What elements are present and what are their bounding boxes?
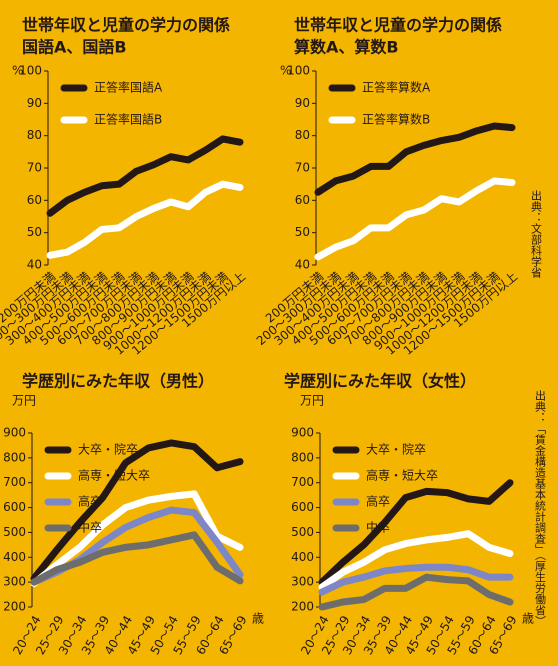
legend-label: 高専・短大卒	[78, 468, 150, 483]
series-line	[318, 573, 514, 611]
y-tick-label: 600	[291, 500, 314, 514]
y-tick-label: 500	[291, 525, 314, 539]
y-tick-label: 50	[27, 225, 42, 239]
legend-label: 大卒・院卒	[78, 443, 138, 457]
y-unit: %	[280, 64, 291, 78]
series-line	[314, 122, 516, 196]
y-tick-label: 900	[291, 426, 314, 440]
chart-title: 学歴別にみた年収（男性）	[22, 372, 214, 391]
series-line	[30, 490, 244, 587]
y-tick-label: 700	[291, 475, 314, 489]
series-line	[46, 135, 244, 217]
series-line	[30, 439, 244, 582]
y-tick-label: 800	[291, 450, 314, 464]
y-tick-label: 100	[287, 64, 310, 78]
series-line	[318, 479, 514, 586]
legend-label: 高専・短大卒	[366, 468, 438, 483]
y-tick-label: 90	[27, 96, 42, 110]
y-tick-label: 100	[19, 64, 42, 78]
y-tick-label: 40	[27, 258, 42, 272]
y-tick-label: 80	[295, 128, 310, 142]
y-tick-label: 200	[291, 600, 314, 614]
y-tick-label: 80	[27, 128, 42, 142]
legend-label: 高卒	[78, 494, 102, 509]
y-tick-label: 70	[295, 161, 310, 175]
y-tick-label: 60	[27, 193, 42, 207]
y-tick-label: 50	[295, 225, 310, 239]
y-tick-label: 500	[3, 525, 26, 539]
y-tick-label: 600	[3, 500, 26, 514]
legend-label: 正答率算数A	[362, 80, 431, 95]
y-tick-label: 400	[3, 550, 26, 564]
y-tick-label: 300	[3, 575, 26, 589]
chart-title: 世帯年収と児童の学力の関係	[22, 16, 230, 35]
x-unit: 歳	[252, 612, 264, 626]
series-line	[314, 177, 516, 261]
legend-label: 高卒	[366, 494, 390, 509]
y-tick-label: 40	[295, 258, 310, 272]
y-tick-label: 300	[291, 575, 314, 589]
chart-subtitle: 算数A、算数B	[294, 38, 399, 57]
y-unit: 万円	[300, 394, 324, 408]
y-tick-label: 200	[3, 600, 26, 614]
y-tick-label: 70	[27, 161, 42, 175]
series-line	[46, 180, 244, 259]
source-note: 出典：文部科学省	[530, 189, 543, 279]
chart-subtitle: 国語A、国語B	[22, 38, 127, 57]
y-tick-label: 800	[3, 450, 26, 464]
legend-label: 中卒	[78, 520, 102, 535]
y-unit: %	[12, 64, 23, 78]
source-note: 出典：「賃金構造基本統計調査」（厚生労働省）	[534, 389, 547, 627]
chart-title: 学歴別にみた年収（女性）	[284, 372, 476, 391]
chart-title: 世帯年収と児童の学力の関係	[294, 16, 502, 35]
y-unit: 万円	[12, 394, 36, 408]
legend-label: 正答率国語A	[94, 80, 163, 95]
legend-label: 大卒・院卒	[366, 443, 426, 457]
legend-label: 正答率算数B	[362, 112, 430, 127]
y-tick-label: 400	[291, 550, 314, 564]
series-line	[30, 531, 244, 586]
series-line	[318, 530, 514, 591]
y-tick-label: 90	[295, 96, 310, 110]
legend-label: 中卒	[366, 520, 390, 535]
series-line	[318, 563, 514, 596]
x-unit: 歳	[522, 612, 534, 626]
legend-label: 正答率国語B	[94, 112, 162, 127]
y-tick-label: 900	[3, 426, 26, 440]
y-tick-label: 700	[3, 475, 26, 489]
y-tick-label: 60	[295, 193, 310, 207]
